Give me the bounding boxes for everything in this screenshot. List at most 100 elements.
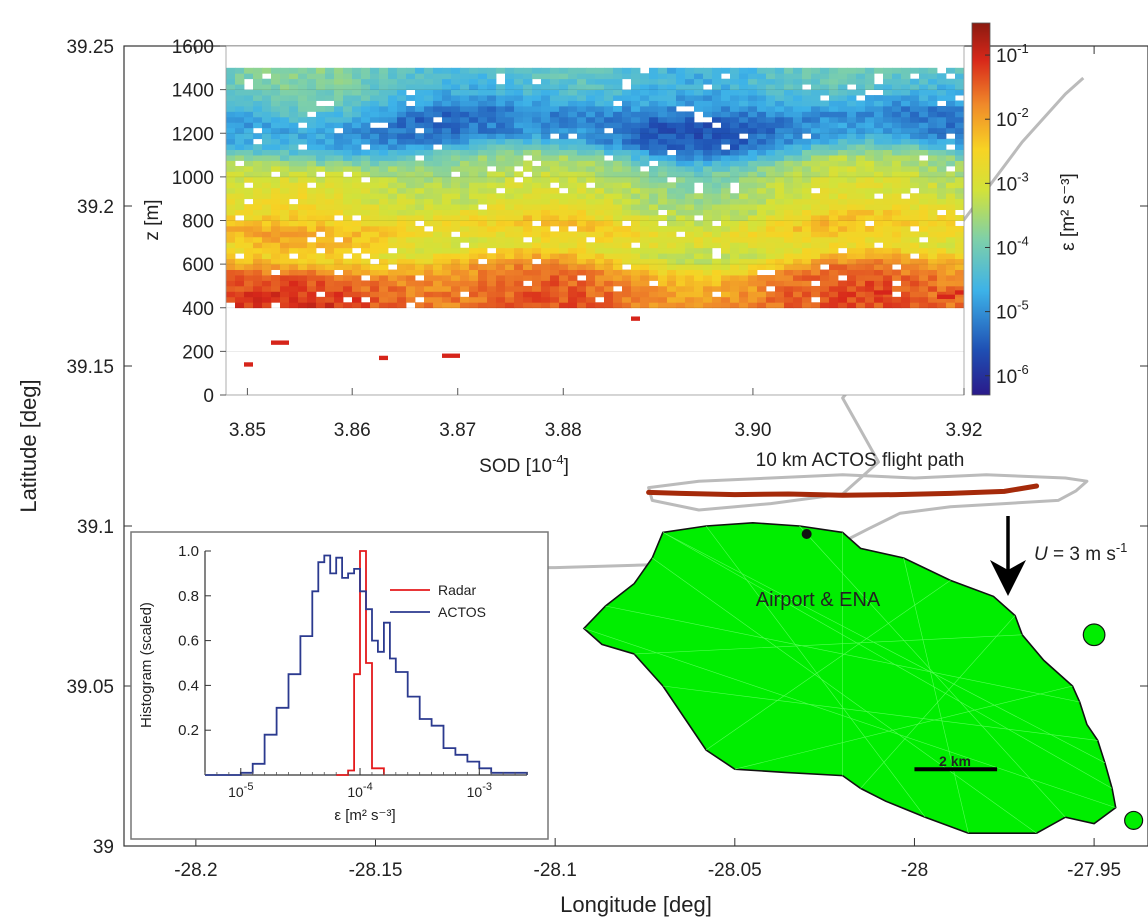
heat-cell — [838, 269, 848, 276]
heat-cell — [631, 291, 641, 298]
heat-cell — [874, 133, 884, 140]
heat-cell — [856, 138, 866, 145]
heat-cell — [847, 122, 857, 129]
heat-cell — [712, 225, 722, 232]
heat-cell — [586, 100, 596, 107]
heat-cell — [478, 296, 488, 303]
heat-cell — [622, 116, 632, 123]
heat-cell — [307, 84, 317, 91]
heat-cell — [640, 209, 650, 216]
heat-cell — [415, 116, 425, 123]
heat-cell — [352, 204, 362, 210]
heat-cell — [937, 95, 947, 101]
heat-cell — [433, 280, 443, 287]
heat-cell — [451, 269, 461, 276]
heat-cell — [451, 220, 461, 227]
heat-cell — [505, 253, 515, 260]
heat-cell — [883, 89, 893, 96]
heat-cell — [613, 171, 623, 178]
heat-cell — [712, 111, 722, 118]
heat-cell — [451, 144, 461, 151]
heat-cell — [910, 204, 920, 210]
heat-cell — [766, 84, 776, 91]
heat-cell — [775, 116, 785, 123]
heat-cell — [532, 215, 542, 221]
heat-cell — [271, 231, 281, 238]
heat-cell — [604, 275, 614, 281]
heat-cell — [847, 193, 857, 200]
heat-cell — [316, 67, 326, 74]
heat-cell — [514, 160, 524, 167]
heat-cell — [307, 231, 317, 238]
heat-cell — [487, 193, 497, 200]
heat-cell — [280, 122, 290, 129]
heat-cell — [901, 95, 911, 101]
heat-cell — [226, 84, 236, 91]
heat-cell — [559, 78, 569, 85]
heat-cell — [892, 242, 902, 249]
heat-cell — [946, 171, 956, 178]
heat-cell — [307, 258, 317, 265]
heat-cell — [442, 149, 452, 156]
heat-cell — [595, 302, 605, 309]
heat-cell — [253, 198, 263, 205]
heat-cell — [523, 138, 533, 145]
heat-cell — [775, 165, 785, 172]
heat-cell — [928, 116, 938, 123]
heat-cell — [532, 67, 542, 74]
heat-cell — [919, 204, 929, 210]
heat-cell — [334, 291, 344, 298]
heat-cell — [766, 100, 776, 107]
heat-cell — [406, 225, 416, 232]
island-mesh-line — [651, 557, 1037, 834]
heat-cell — [919, 275, 929, 281]
heat-cell — [316, 138, 326, 145]
heat-cell — [271, 84, 281, 91]
heat-cell — [406, 116, 416, 123]
heat-cell — [226, 285, 236, 292]
heat-cell — [442, 264, 452, 270]
heat-cell — [856, 160, 866, 167]
heat-cell — [505, 100, 515, 107]
heat-cell — [703, 176, 713, 183]
heat-cell — [802, 100, 812, 107]
heat-cell — [748, 302, 758, 309]
heat-cell — [478, 89, 488, 96]
heat-cell — [955, 133, 964, 140]
heat-cell — [775, 105, 785, 112]
heat-cell — [658, 291, 668, 298]
heat-cell — [577, 144, 587, 151]
heat-cell — [604, 209, 614, 216]
heat-cell — [667, 215, 677, 221]
heat-cell — [676, 215, 686, 221]
heat-cell — [388, 171, 398, 178]
heat-cell — [757, 253, 767, 260]
heat-cell — [577, 182, 587, 189]
heat-cell — [739, 127, 749, 134]
heat-cell — [523, 149, 533, 156]
heat-cell — [424, 296, 434, 303]
heat-cell — [721, 285, 731, 292]
hist-x-tick-label: 10-4 — [347, 781, 372, 800]
heat-cell — [712, 275, 722, 281]
heat-cell — [298, 204, 308, 210]
heat-cell — [343, 116, 353, 123]
heat-cell — [595, 291, 605, 298]
heat-cell — [613, 182, 623, 189]
heat-cell — [577, 122, 587, 129]
heat-cell — [901, 291, 911, 298]
heat-cell — [235, 95, 245, 101]
heat-cell — [496, 204, 506, 210]
heat-cell — [901, 247, 911, 254]
heat-cell — [514, 73, 524, 80]
heat-cell — [811, 291, 821, 298]
heat-cell — [901, 155, 911, 161]
heat-cell — [757, 78, 767, 85]
heat-cell — [865, 247, 875, 254]
heat-cell — [307, 116, 317, 123]
heat-cell — [532, 144, 542, 151]
heat-cell — [523, 296, 533, 303]
heat-cell — [514, 105, 524, 112]
heat-cell — [262, 225, 272, 232]
heat-cell — [721, 291, 731, 298]
